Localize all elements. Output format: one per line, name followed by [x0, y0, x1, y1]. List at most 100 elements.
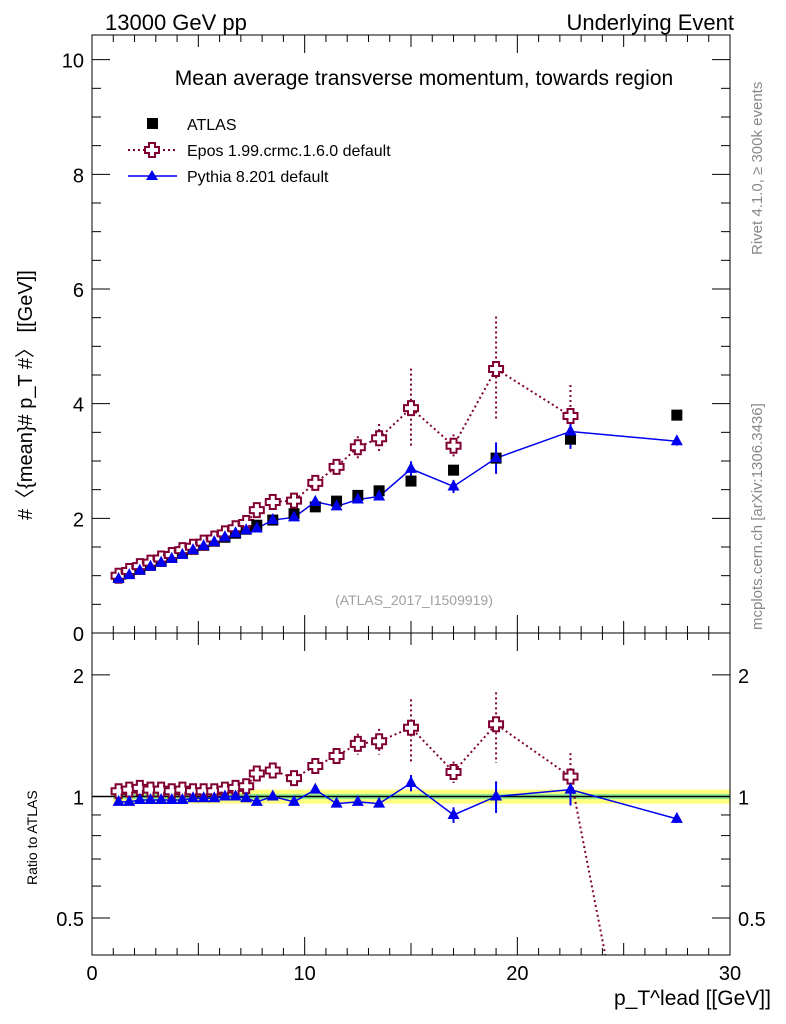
pythia-point: [144, 559, 157, 571]
epos-ratio-point: [562, 768, 579, 785]
pythia-point: [266, 513, 279, 525]
epos-point: [349, 439, 366, 456]
pythia-ratio-point: [240, 791, 253, 803]
pythia-point: [670, 434, 683, 446]
epos-ratio-point: [403, 719, 419, 736]
legend-pythia-marker: [146, 170, 158, 180]
header-right: Underlying Event: [566, 10, 734, 35]
pythia-point: [250, 521, 263, 533]
x-axis-label: p_T^lead [[GeV]]: [614, 987, 771, 1010]
pythia-ratio-point: [288, 794, 301, 806]
y-tick-label: 4: [73, 395, 84, 417]
pythia-ratio-point: [208, 791, 221, 803]
pythia-ratio-point: [373, 796, 386, 808]
x-tick-label: 20: [506, 963, 528, 985]
pythia-ratio-point: [197, 791, 210, 803]
header-left: 13000 GeV pp: [105, 10, 247, 35]
epos-point: [488, 360, 505, 377]
ratio-y-tick-label: 2: [738, 666, 749, 688]
epos-ratio-point: [286, 770, 303, 787]
chart-title: Mean average transverse momentum, toward…: [175, 67, 673, 90]
rivet-label: Rivet 4.1.0, ≥ 300k events: [749, 82, 766, 255]
main-marks: [110, 316, 683, 584]
epos-point: [371, 430, 388, 447]
y-tick-label: 0: [73, 624, 84, 646]
epos-point: [286, 492, 303, 509]
pythia-point: [176, 547, 189, 559]
pythia-point: [187, 543, 200, 555]
pythia-point: [123, 568, 136, 580]
pythia-point: [133, 563, 146, 575]
pythia-ratio-point: [351, 794, 364, 806]
y-tick-label: 2: [73, 509, 84, 531]
legend-epos: Epos 1.99.crmc.1.6.0 default: [187, 143, 391, 160]
pythia-ratio-point: [144, 793, 157, 805]
mcplots-label: mcplots.cern.ch [arXiv:1306.3436]: [749, 403, 766, 630]
atlas-point: [565, 433, 576, 445]
pythia-point: [405, 461, 417, 473]
pythia-point: [218, 530, 231, 542]
epos-ratio-point: [174, 781, 191, 798]
pythia-point: [447, 479, 460, 491]
legend-atlas-marker: [147, 118, 158, 129]
epos-ratio-point: [488, 716, 505, 733]
epos-ratio-point: [445, 763, 462, 780]
pythia-ratio-point: [165, 793, 178, 805]
pythia-ratio-point: [330, 796, 343, 808]
pythia-point: [309, 494, 322, 506]
pythia-point: [208, 535, 221, 547]
epos-ratio-point: [153, 781, 170, 798]
pythia-point: [288, 510, 301, 522]
pythia-point: [373, 489, 386, 501]
pythia-point: [490, 451, 503, 463]
legend-epos-marker: [144, 142, 160, 158]
epos-ratio-point: [264, 762, 281, 779]
epos-point: [562, 407, 579, 424]
ratio-y-tick-label: 0.5: [738, 909, 766, 931]
pythia-ratio-point: [229, 789, 242, 801]
pythia-point: [165, 551, 178, 563]
ratio-y-tick-label: 1: [738, 787, 749, 809]
analysis-watermark: (ATLAS_2017_I1509919): [335, 592, 493, 608]
pythia-point: [240, 523, 253, 535]
pythia-ratio-point: [266, 789, 279, 801]
pythia-ratio-point: [490, 789, 503, 801]
pythia-point: [351, 492, 364, 504]
y-axis-label-main: #〈{mean}# p_T #〉 [[GeV]]: [15, 270, 37, 520]
pythia-point: [229, 526, 242, 538]
atlas-point: [405, 475, 417, 487]
x-tick-label: 10: [294, 963, 316, 985]
epos-ratio-point: [328, 747, 345, 764]
ratio-y-tick-label: 2: [73, 666, 84, 688]
atlas-point: [671, 409, 683, 421]
pythia-point: [197, 539, 210, 551]
atlas-point: [448, 464, 460, 476]
epos-ratio-point: [349, 735, 366, 752]
epos-point: [248, 502, 265, 519]
pythia-point: [155, 555, 168, 567]
pythia-ratio-point: [405, 775, 417, 787]
epos-ratio-line: [118, 722, 607, 956]
ratio-y-tick-label: 0.5: [56, 909, 84, 931]
epos-point: [264, 493, 281, 510]
pythia-ratio-point: [176, 793, 189, 805]
epos-ratio-point: [131, 779, 148, 796]
epos-point: [445, 437, 462, 454]
y-axis-label-ratio: Ratio to ATLAS: [24, 790, 40, 885]
epos-ratio-point: [371, 733, 388, 750]
legend-atlas: ATLAS: [187, 117, 237, 134]
pythia-point: [112, 572, 125, 584]
x-tick-label: 30: [719, 963, 741, 985]
pythia-ratio-point: [218, 789, 231, 801]
epos-ratio-point: [307, 757, 324, 774]
ratio-frame: [91, 632, 731, 956]
pythia-ratio-point: [112, 794, 125, 806]
pythia-ratio-point: [564, 782, 577, 794]
ratio-y-tick-label: 1: [73, 787, 84, 809]
pythia-ratio-point: [250, 794, 263, 806]
pythia-ratio-point: [155, 793, 168, 805]
pythia-point: [564, 424, 577, 436]
x-tick-label: 0: [86, 963, 97, 985]
